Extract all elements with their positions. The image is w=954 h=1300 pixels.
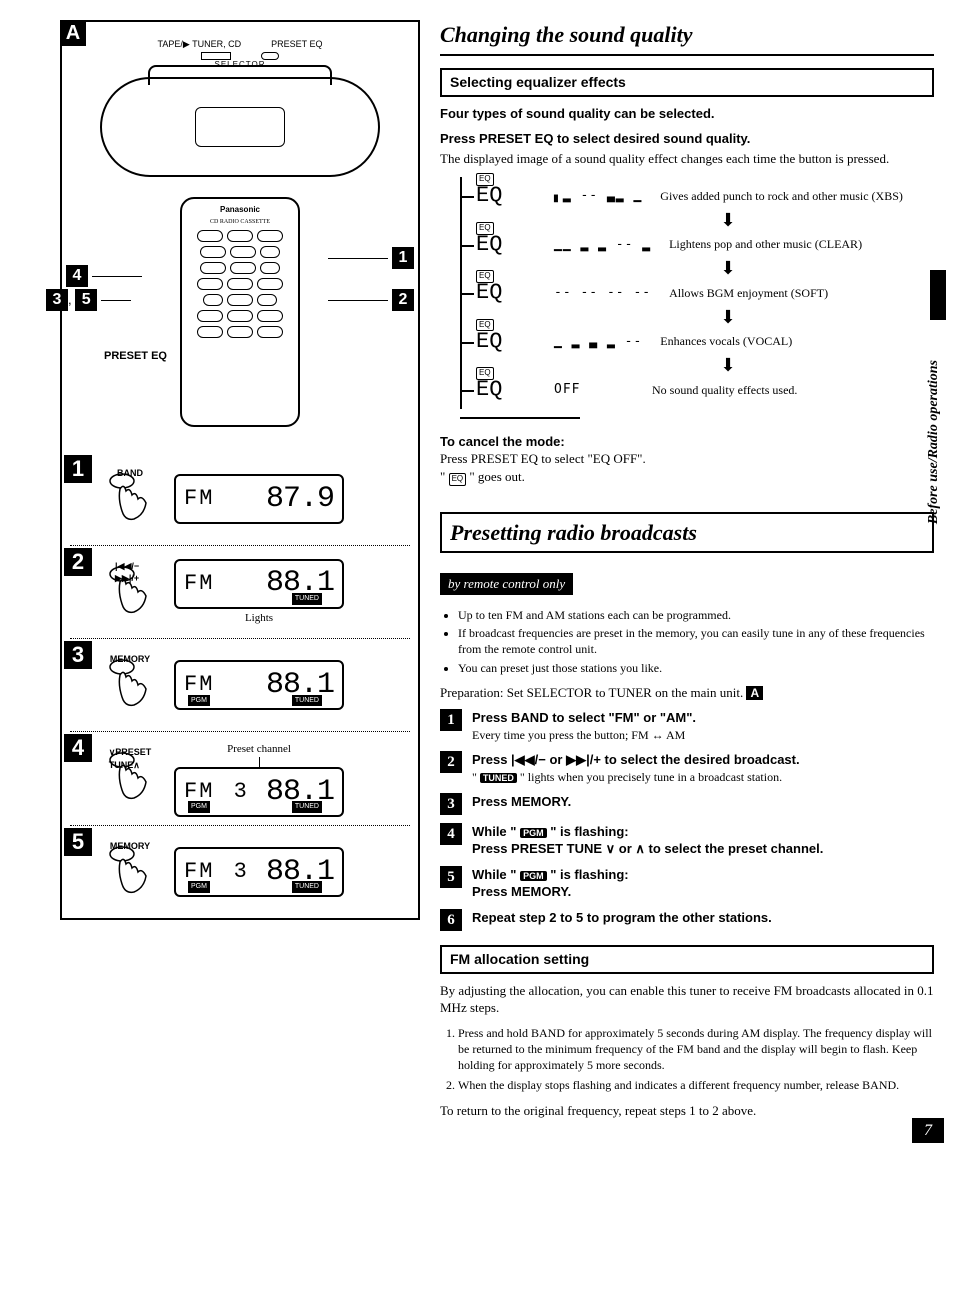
lcd-display: FM88.1TUNED — [174, 559, 344, 609]
preset-step-5: 5While " PGM " is flashing:Press MEMORY. — [440, 866, 934, 901]
preset-bullet: If broadcast frequencies are preset in t… — [458, 625, 934, 657]
callout-5: 5 — [75, 289, 97, 311]
preset-step-3: 3Press MEMORY. — [440, 793, 934, 815]
cancel-mode-head: To cancel the mode: — [440, 434, 565, 449]
cancel-body-2: " EQ " goes out. — [440, 468, 934, 486]
preset-step-2: 2Press |◀◀/− or ▶▶|/+ to select the desi… — [440, 751, 934, 785]
callout-4: 4 — [66, 265, 88, 287]
hand-press-icon: BAND — [100, 469, 160, 529]
preset-bullet: Up to ten FM and AM stations each can be… — [458, 607, 934, 623]
lcd-display: FM388.1PGMTUNED — [174, 847, 344, 897]
intro-four-types: Four types of sound quality can be selec… — [440, 105, 934, 123]
box-a-label: A — [60, 20, 86, 46]
remote-only-pill: by remote control only — [440, 573, 573, 595]
eq-row: EQEQ-- -- -- --Allows BGM enjoyment (SOF… — [462, 274, 934, 312]
press-preset-eq-head: Press PRESET EQ to select desired sound … — [440, 130, 934, 148]
fm-alloc-step: When the display stops flashing and indi… — [458, 1077, 934, 1093]
remote-brand: Panasonic — [182, 205, 298, 216]
preset-bullets: Up to ten FM and AM stations each can be… — [458, 607, 934, 676]
left-step-2: 2|◀◀/− ▶▶|/+FM88.1TUNEDLights — [70, 554, 410, 630]
eq-row: EQEQ▁▁ ▂ ▂ -- ▂Lightens pop and other mu… — [462, 226, 934, 264]
remote-illustration: Panasonic CD RADIO CASSETTE PRESET EQ — [180, 197, 300, 427]
section-title-preset: Presetting radio broadcasts — [440, 512, 934, 554]
hand-press-icon: MEMORY — [100, 842, 160, 902]
left-step-1: 1BANDFM87.9 — [70, 461, 410, 537]
lcd-display: FM87.9 — [174, 474, 344, 524]
lcd-display: FM88.1PGMTUNED — [174, 660, 344, 710]
page-number: 7 — [912, 1118, 944, 1144]
cancel-body-1: Press PRESET EQ to select "EQ OFF". — [440, 450, 934, 468]
remote-subtitle: CD RADIO CASSETTE — [182, 218, 298, 226]
sub-fm-allocation: FM allocation setting — [440, 945, 934, 974]
boombox-illustration — [100, 77, 380, 177]
preset-step-6: 6Repeat step 2 to 5 to program the other… — [440, 909, 934, 931]
eq-row: EQEQOFFNo sound quality effects used. — [462, 371, 934, 409]
preparation-line: Preparation: Set SELECTOR to TUNER on th… — [440, 684, 934, 702]
hand-press-icon: MEMORY — [100, 655, 160, 715]
diagram-column: A TAPE/▶ TUNER, CD PRESET EQ SELECTOR Pa… — [60, 20, 420, 1127]
left-step-4: 4∨PRESET TUNE∧Preset channelFM388.1PGMTU… — [70, 740, 410, 817]
fm-alloc-steps: Press and hold BAND for approximately 5 … — [458, 1025, 934, 1094]
hand-press-icon: ∨PRESET TUNE∧ — [100, 748, 160, 808]
preset-step-4: 4While " PGM " is flashing:Press PRESET … — [440, 823, 934, 858]
preset-bullet: You can preset just those stations you l… — [458, 660, 934, 676]
eq-effects-table: EQEQ▖▂ -- ▃▂ ▁Gives added punch to rock … — [460, 177, 934, 409]
text-column: Changing the sound quality Selecting equ… — [440, 20, 934, 1127]
eq-row: EQEQ▖▂ -- ▃▂ ▁Gives added punch to rock … — [462, 177, 934, 215]
callout-1: 1 — [392, 247, 414, 269]
preset-step-1: 1Press BAND to select "FM" or "AM".Every… — [440, 709, 934, 743]
callout-2: 2 — [392, 289, 414, 311]
fm-alloc-step: Press and hold BAND for approximately 5 … — [458, 1025, 934, 1074]
press-preset-eq-body: The displayed image of a sound quality e… — [440, 150, 934, 168]
section-title-sound: Changing the sound quality — [440, 20, 934, 56]
lcd-display: FM388.1PGMTUNED — [174, 767, 344, 817]
callout-3: 3 — [46, 289, 68, 311]
left-step-3: 3MEMORYFM88.1PGMTUNED — [70, 647, 410, 723]
left-step-5: 5MEMORYFM388.1PGMTUNED — [70, 834, 410, 910]
fm-return: To return to the original frequency, rep… — [440, 1102, 934, 1120]
fm-alloc-intro: By adjusting the allocation, you can ena… — [440, 982, 934, 1017]
hand-press-icon: |◀◀/− ▶▶|/+ — [100, 562, 160, 622]
sub-selecting-eq: Selecting equalizer effects — [440, 68, 934, 97]
label-tape: TAPE/▶ TUNER, CD — [158, 38, 242, 50]
preset-eq-callout: PRESET EQ — [104, 349, 167, 364]
eq-row: EQEQ▁ ▂ ▃ ▂ --Enhances vocals (VOCAL) — [462, 323, 934, 361]
label-preset: PRESET EQ — [271, 38, 322, 50]
